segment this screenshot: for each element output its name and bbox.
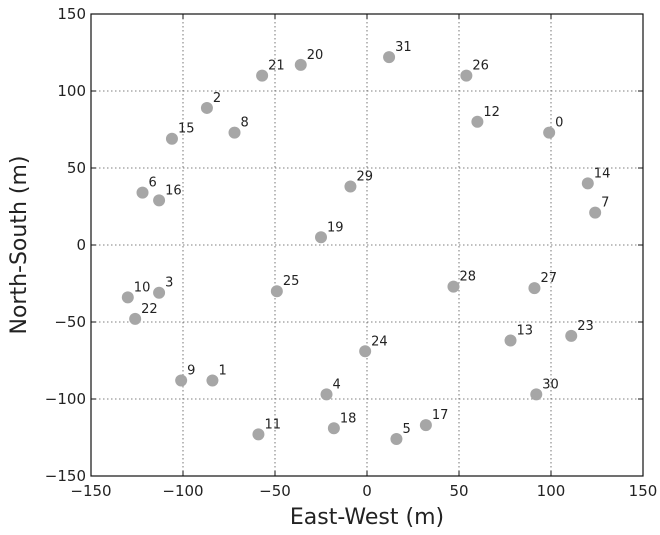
data-point-label-16: 16 [165,183,182,198]
data-point-11 [252,428,265,441]
data-point-label-24: 24 [371,334,388,349]
plot-frame [90,13,644,477]
data-point-23 [565,329,578,342]
data-point-label-19: 19 [327,220,344,235]
data-point-7 [589,206,602,219]
data-point-21 [256,69,269,82]
y-tick-label: 50 [67,159,86,177]
y-tick-label: 100 [57,82,86,100]
data-point-8 [228,126,241,139]
data-point-label-26: 26 [472,59,489,74]
data-point-label-14: 14 [594,166,611,181]
data-point-label-25: 25 [283,274,300,289]
data-point-label-20: 20 [307,48,324,63]
point-layer [121,51,602,446]
data-point-label-30: 30 [542,377,559,392]
data-point-label-8: 8 [241,116,249,131]
data-point-label-3: 3 [165,276,173,291]
y-tick-label: −150 [45,467,86,485]
label-layer: 0123456789101112131415161718192021222324… [134,40,611,437]
data-point-27 [528,282,541,295]
data-point-29 [344,180,357,193]
data-point-label-4: 4 [333,377,341,392]
data-point-label-2: 2 [213,91,221,106]
data-point-label-17: 17 [432,408,449,423]
y-axis-title: North-South (m) [7,156,32,335]
x-axis-title: East-West (m) [290,505,444,530]
data-point-3 [153,286,166,299]
y-tick-label: −50 [54,313,86,331]
data-point-31 [383,51,396,64]
x-tick-label: 150 [629,482,658,500]
data-point-19 [315,231,327,244]
data-point-label-15: 15 [178,122,195,137]
data-point-label-29: 29 [356,169,373,184]
data-point-5 [390,433,403,446]
data-point-13 [504,334,517,347]
x-tick-label: 100 [537,482,566,500]
data-point-28 [447,280,460,293]
y-tick-label: 150 [57,5,86,23]
data-point-label-10: 10 [134,280,151,295]
data-point-9 [175,374,188,387]
data-point-22 [129,312,142,325]
data-point-12 [471,115,484,128]
data-point-label-11: 11 [264,417,281,432]
x-tick-label: 50 [449,482,468,500]
y-tick-label: 0 [76,236,86,254]
y-tick-label: −100 [45,390,86,408]
data-point-label-18: 18 [340,411,357,426]
grid-layer [91,14,643,476]
data-point-label-31: 31 [395,40,412,55]
data-point-17 [419,419,432,432]
x-tick-label: −100 [162,482,203,500]
data-point-18 [327,422,340,435]
data-point-25 [270,285,283,298]
data-point-label-23: 23 [577,319,594,334]
data-point-label-22: 22 [141,302,158,317]
data-point-label-7: 7 [601,196,609,211]
data-point-label-27: 27 [540,271,557,286]
x-tick-label: −50 [259,482,291,500]
data-point-10 [121,291,134,304]
data-point-label-12: 12 [483,105,500,120]
data-point-30 [530,388,543,401]
data-point-15 [165,132,178,145]
data-point-label-1: 1 [218,364,226,379]
data-point-1 [206,374,219,387]
data-point-label-28: 28 [459,270,476,285]
data-point-16 [153,194,166,207]
data-point-24 [359,345,372,358]
x-tick-label: 0 [362,482,372,500]
data-point-label-13: 13 [517,323,534,338]
data-point-label-6: 6 [149,176,157,191]
data-point-6 [136,186,149,199]
data-point-label-9: 9 [187,364,195,379]
data-point-14 [581,177,594,190]
x-tick-label: −150 [70,482,111,500]
data-point-label-0: 0 [555,116,563,131]
data-point-label-21: 21 [268,59,285,74]
data-point-26 [460,69,473,82]
data-point-4 [320,388,333,401]
data-point-20 [294,58,307,71]
data-point-2 [200,101,213,114]
data-point-label-5: 5 [402,422,410,437]
data-point-0 [543,126,556,139]
